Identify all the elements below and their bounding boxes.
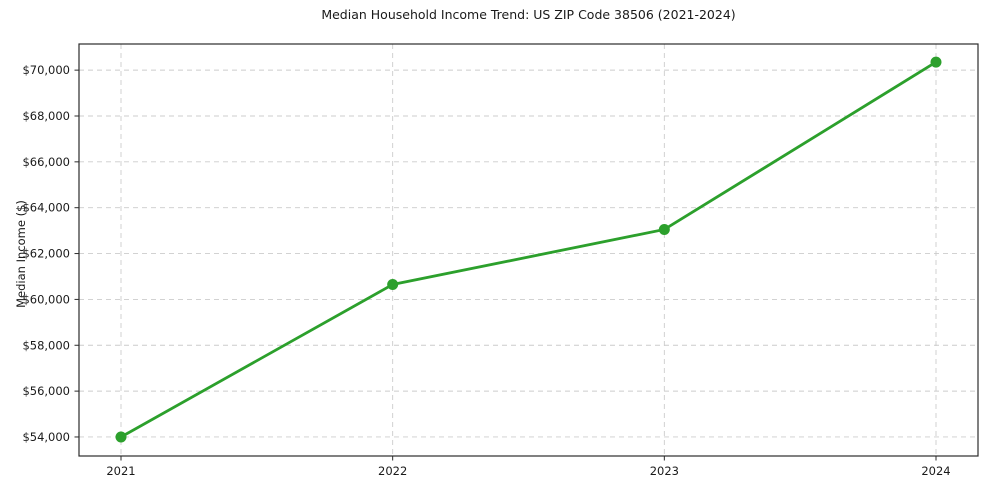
y-tick-label: $60,000 <box>22 292 70 306</box>
data-point <box>930 56 942 68</box>
y-tick-label: $54,000 <box>22 430 70 444</box>
x-tick-label: 2021 <box>106 464 135 478</box>
y-tick-label: $62,000 <box>22 247 70 261</box>
data-point <box>387 279 399 291</box>
x-tick-label: 2024 <box>921 464 950 478</box>
x-tick-label: 2022 <box>378 464 407 478</box>
chart-title: Median Household Income Trend: US ZIP Co… <box>321 7 736 22</box>
y-tick-label: $56,000 <box>22 384 70 398</box>
y-tick-label: $68,000 <box>22 109 70 123</box>
y-tick-label: $70,000 <box>22 63 70 77</box>
x-tick-label: 2023 <box>650 464 679 478</box>
y-tick-label: $64,000 <box>22 201 70 215</box>
data-point <box>115 431 127 443</box>
y-tick-label: $58,000 <box>22 338 70 352</box>
trend-line <box>119 60 938 439</box>
axes-box <box>78 43 979 457</box>
data-point <box>658 223 670 235</box>
y-tick-label: $66,000 <box>22 155 70 169</box>
